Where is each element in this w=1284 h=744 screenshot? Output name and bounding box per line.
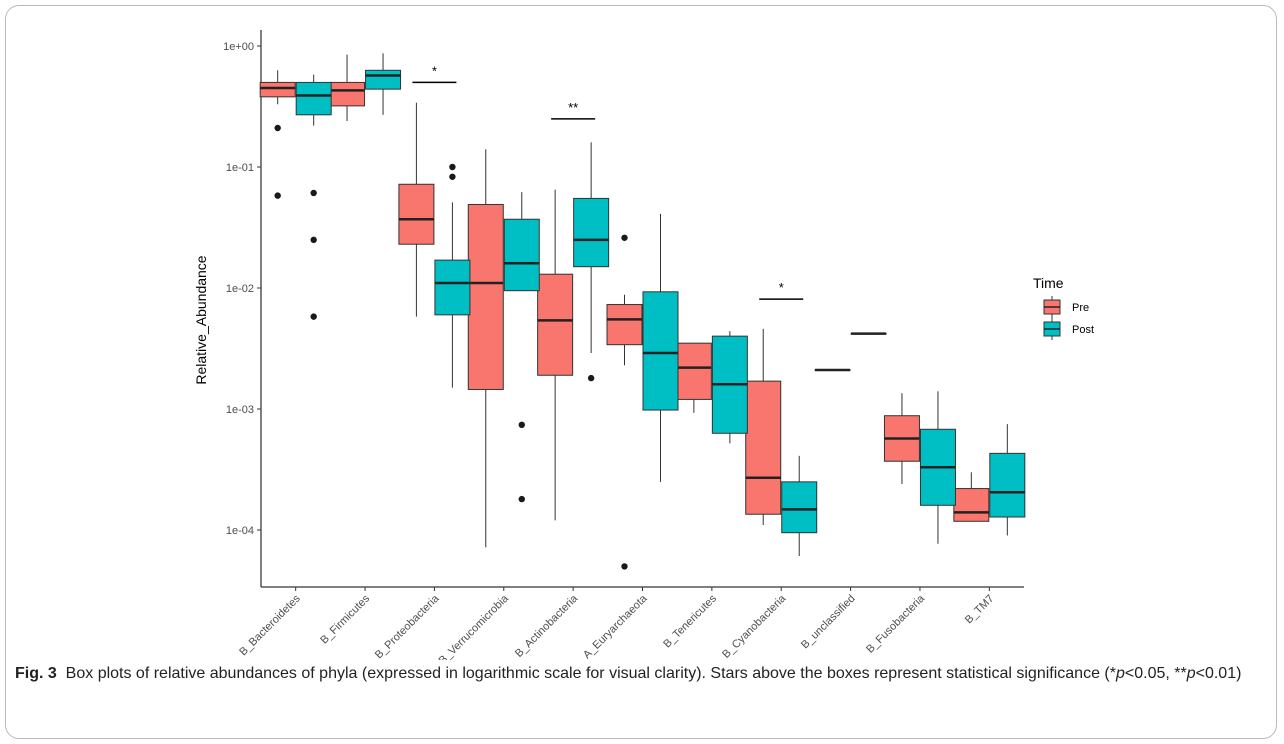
box-pre [537,189,574,521]
box-post [711,331,748,444]
outlier-point [310,236,317,244]
box-iqr [503,218,540,292]
legend-label-pre: Pre [1072,302,1089,314]
box-iqr [537,273,574,376]
box-post [295,74,332,320]
x-tick-label: A_Euryarchaeota [581,592,650,660]
y-tick-label: 1e-04 [226,525,254,537]
outlier-point [518,421,525,429]
outlier-point [621,563,628,570]
legend-label-post: Post [1072,324,1094,336]
outlier-point [274,124,281,132]
x-tick-label: B_Fusobacteria [864,592,928,656]
box-post [919,391,956,544]
box-iqr [434,259,471,316]
outlier-point [310,313,317,320]
x-tick-label: B_TM7 [963,593,997,627]
significance-stars: * [432,63,437,78]
y-tick-label: 1e+00 [223,41,254,53]
caption-p-2: p [1186,665,1196,682]
box-pre [814,368,851,372]
box-iqr [781,481,818,534]
box-pre [953,472,990,522]
box-iqr [398,183,435,245]
box-iqr [573,197,610,268]
box-iqr [642,291,679,411]
box-pre [467,149,504,548]
box-series [259,53,1026,570]
box-pre [398,102,435,317]
x-tick-label: B_Cyanobacteria [720,592,789,660]
x-tick-label: B_Proteobacteria [373,592,442,660]
x-tick-label: B_Verrucomicrobia [437,592,512,660]
outlier-point [587,374,595,382]
figure-frame [5,5,1277,739]
box-post [365,53,402,115]
y-tick-label: 1e-03 [226,404,254,416]
box-post [989,424,1026,536]
box-pre [259,70,296,199]
caption-text-1: Box plots of relative abundances of phyl… [65,665,1116,682]
caption-p-1: p [1115,665,1125,682]
box-post [642,213,679,482]
significance-stars: ** [568,100,578,115]
box-iqr [675,342,712,400]
figure-label: Fig. 3 [15,665,57,682]
caption-text-3: <0.01) [1195,665,1242,682]
box-iqr [295,81,332,116]
box-post [573,142,610,382]
box-pre [675,342,712,413]
x-axis: B_Bacteroidetes B_Firmicutes B_Proteobacte… [237,586,1024,660]
box-post [434,163,471,388]
significance-markers: **** [412,63,804,300]
x-tick-label: B_Tenericutes [661,592,719,650]
y-axis-label: Relative_Abundance [193,255,209,384]
legend: Time Pre Post [1033,275,1094,340]
box-pre [329,54,366,121]
box-pre [745,328,782,525]
x-tick-label: B_Bacteroidetes [237,592,303,658]
box-pre [883,393,920,484]
box-iqr [953,488,990,522]
outlier-point [274,192,281,199]
box-iqr [365,69,402,90]
box-iqr [745,380,782,515]
box-post [781,455,818,556]
x-tick-label: B_Firmicutes [318,592,372,646]
box-post [850,332,887,335]
outlier-point [518,495,525,503]
outlier-point [621,234,628,241]
caption-text-2: <0.05, ** [1124,665,1187,682]
outlier-point [449,163,456,171]
box-iqr [467,203,504,390]
box-iqr [606,304,643,346]
y-tick-label: 1e-02 [226,283,254,295]
box-iqr [989,452,1026,518]
box-iqr [259,81,296,98]
figure-caption: Fig. 3 Box plots of relative abundances … [15,662,1265,686]
legend-title: Time [1033,275,1064,291]
significance-stars: * [779,280,784,295]
y-tick-label: 1e-01 [226,162,254,174]
box-plot-chart: 1e+00 1e-01 1e-02 1e-03 1e-04 B_Bacteroidete… [193,30,1094,660]
x-tick-label: B_Actinobacteria [513,592,581,660]
outlier-point [310,189,317,197]
box-iqr [329,81,366,107]
x-tick-label: B_unclassified [799,593,858,652]
box-post [503,192,540,503]
box-pre [606,234,643,570]
y-axis: 1e+00 1e-01 1e-02 1e-03 1e-04 [223,30,262,587]
outlier-point [449,173,456,180]
